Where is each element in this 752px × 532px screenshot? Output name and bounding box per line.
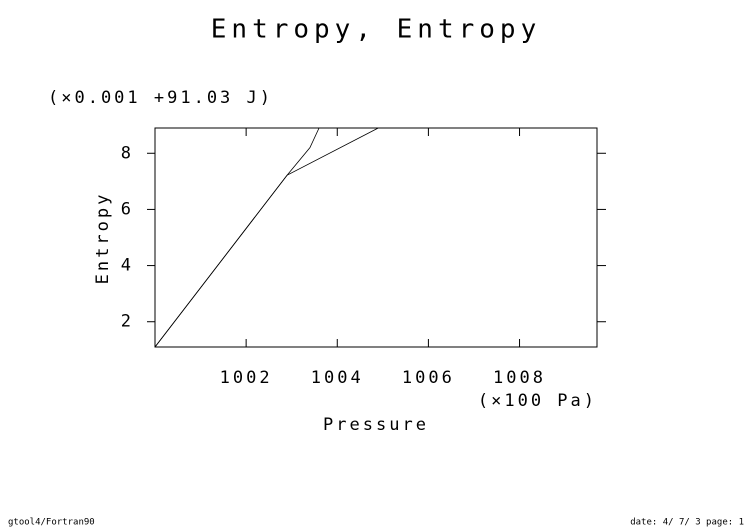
y-tick-label: 2 <box>121 312 134 332</box>
chart-title: Entropy, Entropy <box>211 15 541 45</box>
x-tick-label: 1006 <box>402 368 455 388</box>
x-tick-label: 1004 <box>311 368 364 388</box>
x-axis-unit: (×100 Pa) <box>478 391 597 411</box>
y-tick-label: 8 <box>121 143 134 163</box>
x-axis-label: Pressure <box>323 415 429 435</box>
y-scale-note: (×0.001 +91.03 J) <box>48 88 273 108</box>
footer-left: gtool4/Fortran90 <box>8 518 95 528</box>
plot-frame <box>154 127 598 348</box>
x-tick-label: 1008 <box>493 368 546 388</box>
x-tick-label: 1002 <box>220 368 273 388</box>
data-line <box>154 127 320 348</box>
y-tick-label: 4 <box>121 256 134 276</box>
y-axis-label: Entropy <box>93 192 113 285</box>
y-tick-label: 6 <box>121 199 134 219</box>
data-line <box>154 127 379 348</box>
footer-right: date: 4/ 7/ 3 page: 1 <box>630 518 744 528</box>
